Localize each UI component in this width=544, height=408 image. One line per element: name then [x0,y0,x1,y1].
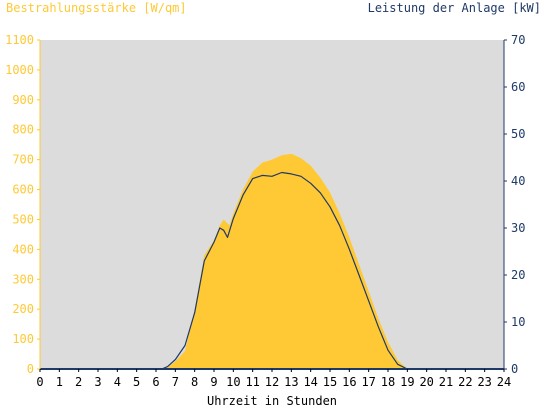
x-tick-label: 5 [133,375,140,389]
left-tick-label: 200 [12,302,34,316]
left-tick-label: 1000 [5,63,34,77]
x-tick-label: 4 [114,375,121,389]
x-tick-label: 24 [497,375,511,389]
right-tick-label: 0 [511,362,518,376]
left-tick-label: 700 [12,153,34,167]
x-tick-label: 8 [191,375,198,389]
x-tick-label: 17 [361,375,375,389]
left-tick-label: 1100 [5,33,34,47]
left-tick-label: 300 [12,272,34,286]
x-tick-label: 7 [172,375,179,389]
left-tick-label: 400 [12,242,34,256]
axes-layer: 0100200300400500600700800900100011000102… [5,33,525,389]
left-tick-label: 500 [12,212,34,226]
x-tick-label: 16 [342,375,356,389]
left-tick-label: 0 [27,362,34,376]
x-tick-label: 19 [400,375,414,389]
right-tick-label: 30 [511,221,525,235]
x-tick-label: 2 [75,375,82,389]
x-tick-label: 6 [152,375,159,389]
irradiance-area [40,153,504,369]
x-tick-label: 12 [265,375,279,389]
x-tick-label: 13 [284,375,298,389]
x-tick-label: 11 [245,375,259,389]
x-tick-label: 15 [323,375,337,389]
x-axis-title: Uhrzeit in Stunden [207,394,337,408]
left-tick-label: 800 [12,123,34,137]
right-axis-title: Leistung der Anlage [kW] [368,1,541,15]
x-tick-label: 0 [36,375,43,389]
x-tick-label: 22 [458,375,472,389]
x-tick-label: 20 [419,375,433,389]
series-layer [40,153,504,370]
x-tick-label: 18 [381,375,395,389]
left-tick-label: 900 [12,93,34,107]
x-tick-label: 14 [303,375,317,389]
x-tick-label: 1 [56,375,63,389]
left-axis-title: Bestrahlungsstärke [W/qm] [6,1,187,15]
x-tick-label: 23 [477,375,491,389]
right-tick-label: 40 [511,174,525,188]
x-tick-label: 9 [210,375,217,389]
right-tick-label: 60 [511,80,525,94]
right-tick-label: 10 [511,315,525,329]
x-tick-label: 21 [439,375,453,389]
x-tick-label: 3 [94,375,101,389]
left-tick-label: 100 [12,332,34,346]
x-tick-label: 10 [226,375,240,389]
right-tick-label: 20 [511,268,525,282]
left-tick-label: 600 [12,183,34,197]
right-tick-label: 70 [511,33,525,47]
right-tick-label: 50 [511,127,525,141]
power-line [40,171,504,370]
